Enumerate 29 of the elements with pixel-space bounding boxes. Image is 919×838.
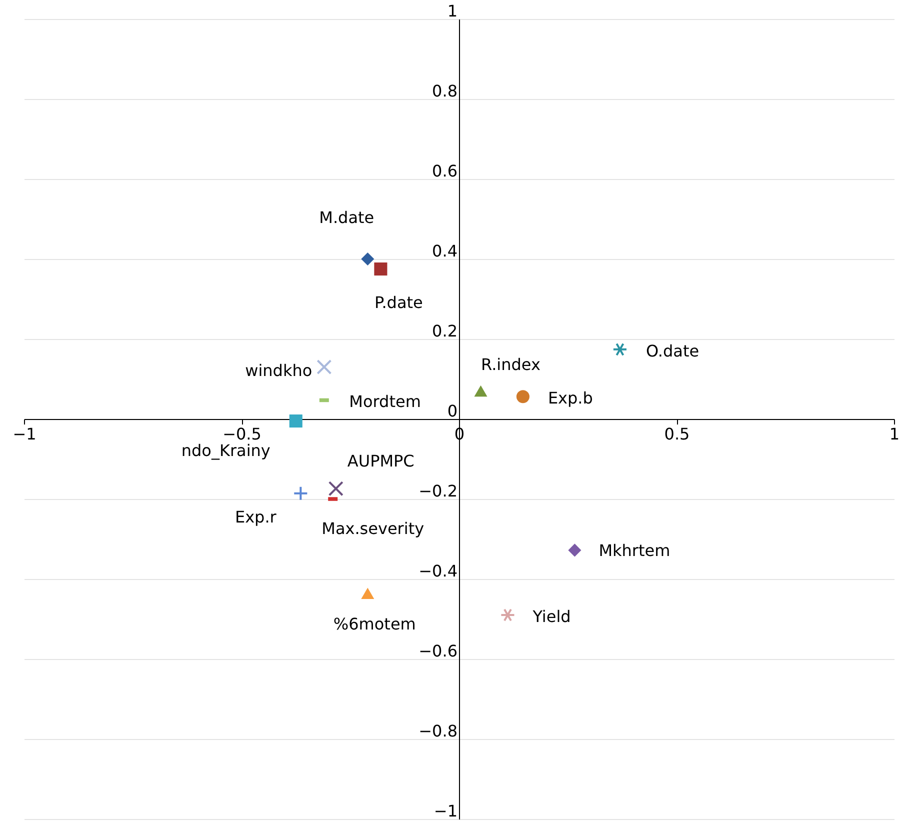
y-tick-label: 1 — [447, 2, 458, 20]
y-tick-label: 0.2 — [432, 322, 458, 340]
series-label: Exp.b — [548, 388, 593, 408]
y-tick-label: −0.8 — [418, 722, 458, 740]
series-label: R.index — [481, 355, 540, 374]
y-tick-label: 0.8 — [432, 82, 458, 100]
series-label: AUPMPC — [347, 452, 414, 471]
y-tick-label: −0.4 — [418, 562, 458, 580]
series-label: P.date — [374, 293, 423, 312]
y-tick-label: 0.4 — [432, 242, 458, 260]
series-label: Exp.r — [234, 507, 277, 526]
series-label: M.date — [319, 208, 374, 227]
series-label: Max.severity — [322, 519, 424, 538]
series-label: Mkhrtem — [598, 541, 670, 560]
series-label: Mordtem — [349, 392, 421, 412]
y-tick-label: 0 — [447, 402, 458, 420]
series-label: windkho — [245, 361, 312, 380]
x-tick-label: −0.5 — [222, 424, 262, 444]
x-tick-label: 0.5 — [664, 424, 690, 444]
series-label: O.date — [646, 341, 700, 360]
series-label: %6motem — [333, 614, 416, 634]
x-tick-label: −1 — [12, 424, 36, 444]
y-tick-label: −1 — [434, 802, 458, 820]
x-tick-label: 1 — [889, 424, 900, 444]
y-tick-label: −0.2 — [418, 482, 458, 500]
series-label: Yield — [532, 607, 571, 626]
y-tick-label: −0.6 — [418, 642, 458, 660]
series-label: ndo_Krainy — [181, 441, 270, 460]
y-tick-label: 0.6 — [432, 162, 458, 180]
